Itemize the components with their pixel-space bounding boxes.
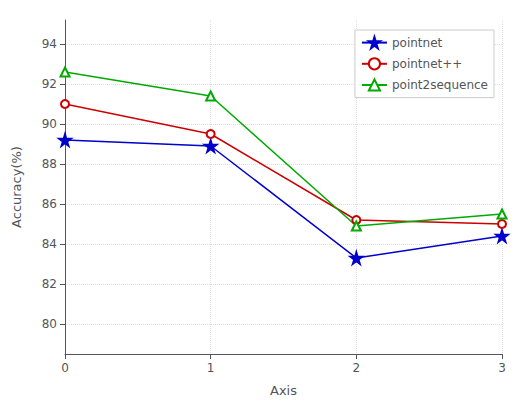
svg-text:88: 88: [42, 157, 57, 171]
svg-text:Accuracy(%): Accuracy(%): [9, 146, 24, 228]
svg-text:84: 84: [42, 237, 57, 251]
svg-text:pointnet: pointnet: [392, 36, 443, 50]
svg-text:3: 3: [498, 361, 506, 375]
svg-text:90: 90: [42, 117, 57, 131]
svg-text:94: 94: [42, 37, 57, 51]
svg-text:0: 0: [61, 361, 69, 375]
svg-text:92: 92: [42, 77, 57, 91]
svg-text:Axis: Axis: [270, 383, 297, 398]
svg-text:86: 86: [42, 197, 57, 211]
svg-text:point2sequence: point2sequence: [392, 78, 488, 92]
svg-text:1: 1: [207, 361, 215, 375]
svg-text:2: 2: [353, 361, 361, 375]
svg-text:80: 80: [42, 317, 57, 331]
svg-text:82: 82: [42, 277, 57, 291]
svg-text:pointnet++: pointnet++: [392, 57, 462, 71]
